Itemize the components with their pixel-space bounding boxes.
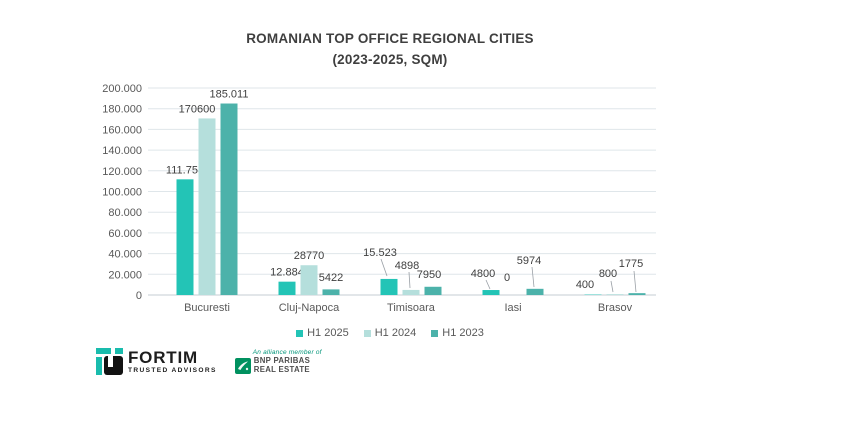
y-tick-label: 100.000: [102, 187, 142, 199]
leader-line: [408, 271, 411, 289]
fortim-tagline: TRUSTED ADVISORS: [128, 366, 217, 374]
fortim-logo: FORTIM TRUSTED ADVISORS: [96, 348, 217, 375]
legend-label: H1 2024: [374, 327, 417, 339]
bar-value-label: 15.523: [363, 247, 397, 259]
category-label: Timisoara: [387, 302, 436, 314]
bar-value-label: 5974: [517, 255, 541, 267]
legend-item: H1 2023: [431, 327, 484, 339]
category-label: Cluj-Napoca: [279, 302, 340, 314]
bar-value-label: 170600: [179, 103, 216, 115]
bar: [380, 278, 398, 295]
bar: [402, 289, 420, 295]
leader-line: [531, 266, 535, 288]
y-tick-label: 200.000: [102, 83, 142, 95]
bar: [198, 118, 216, 295]
bar: [322, 289, 340, 295]
footer-logos: FORTIM TRUSTED ADVISORS An alliance memb…: [96, 348, 322, 375]
bnp-logo: An alliance member of BNP PARIBAS REAL E…: [234, 348, 322, 374]
bnp-alliance-text: An alliance member of: [252, 349, 322, 356]
bar: [278, 281, 296, 295]
bar-value-label: 1775: [619, 258, 643, 270]
bar-value-label: 5422: [319, 272, 343, 284]
bnp-logo-icon: [234, 357, 251, 374]
bar-value-label: 12.884: [270, 267, 304, 279]
category-label: Brasov: [598, 302, 633, 314]
legend-swatch: [431, 329, 439, 337]
bar: [300, 265, 318, 295]
bar-value-label: 400: [576, 279, 594, 291]
chart-title-line1: ROMANIAN TOP OFFICE REGIONAL CITIES: [246, 31, 534, 46]
legend-swatch: [296, 329, 304, 337]
leader-line: [485, 279, 491, 290]
bar: [482, 290, 500, 295]
legend-label: H1 2025: [307, 327, 349, 339]
fortim-wordmark: FORTIM TRUSTED ADVISORS: [128, 347, 217, 375]
y-tick-label: 80.000: [108, 207, 142, 219]
y-tick-label: 160.000: [102, 124, 142, 136]
category-label: Iasi: [504, 302, 521, 314]
bar: [176, 179, 194, 295]
bar: [628, 293, 646, 295]
bnp-name-line2: REAL ESTATE: [253, 364, 310, 374]
chart-legend: H1 2025 H1 2024 H1 2023: [0, 327, 780, 339]
chart-title: ROMANIAN TOP OFFICE REGIONAL CITIES (202…: [0, 28, 780, 70]
y-tick-label: 40.000: [108, 249, 142, 261]
legend-swatch: [363, 329, 371, 337]
bar: [606, 294, 624, 295]
bnp-name-line1: BNP PARIBAS: [253, 356, 311, 365]
bar-value-label: 800: [599, 268, 617, 280]
y-tick-label: 0: [136, 290, 142, 302]
fortim-logo-icon: [96, 348, 123, 375]
legend-item: H1 2025: [296, 327, 349, 339]
bar: [526, 288, 544, 295]
legend-label: H1 2023: [442, 327, 484, 339]
chart-title-line2: (2023-2025, SQM): [332, 52, 448, 67]
y-tick-label: 20.000: [108, 269, 142, 281]
bar-value-label: 0: [504, 272, 510, 284]
bar-value-label: 4800: [471, 268, 495, 280]
chart-canvas: 0 20.000 40.000 60.000 80.000 100.000 120.000 1…: [102, 83, 656, 314]
bar-value-label: 28770: [294, 250, 325, 262]
category-label: Bucuresti: [184, 302, 230, 314]
leader-line: [380, 258, 388, 277]
bar-value-label: 7950: [417, 269, 441, 281]
bar-value-label: 185.011: [210, 89, 249, 101]
bar: [424, 286, 442, 295]
legend-item: H1 2024: [363, 327, 417, 339]
bar-value-label: 111.753: [166, 164, 204, 176]
bnp-wordmark: BNP PARIBAS REAL ESTATE: [253, 356, 311, 374]
y-tick-label: 140.000: [102, 145, 142, 157]
y-tick-label: 120.000: [102, 166, 142, 178]
bar: [220, 103, 238, 295]
fortim-name: FORTIM: [128, 347, 198, 367]
bar-value-label: 4898: [395, 260, 419, 272]
y-tick-label: 180.000: [102, 104, 142, 116]
leader-line: [633, 270, 637, 293]
y-tick-label: 60.000: [108, 228, 142, 240]
leader-line: [610, 280, 614, 293]
